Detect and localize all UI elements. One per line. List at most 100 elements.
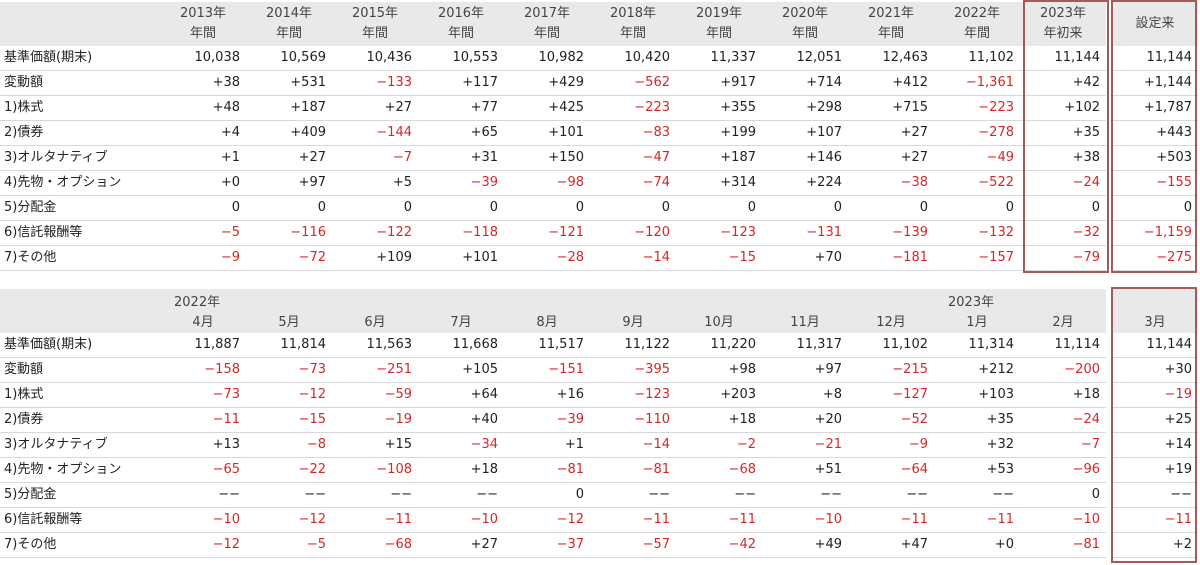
column-header-period: 年間 [447,26,474,41]
table-row: 4)先物・オプション −65 −22 −108 +18 −81 −81 −68 +51 −64 +5… [0,457,1198,483]
value-cell: +14 [1112,432,1198,458]
value-cell: +187 [676,145,762,171]
column-header-year: 2023年 [1039,6,1087,21]
value-cell: +355 [676,95,762,121]
value-cell: 0 [934,195,1020,221]
monthly-table-body: 基準価額(期末) 11,887 11,814 11,563 11,668 11,517 11… [0,333,1198,558]
value-cell: +30 [1112,357,1198,383]
table-row: 6)信託報酬等 −5 −116 −122 −118 −121 −120 −123 −131 −13… [0,220,1198,246]
value-cell: −49 [934,145,1020,171]
table-row: 1)株式 −73 −12 −59 +64 +16 −123 +203 +8 −127 +103 +18… [0,382,1198,408]
table-row: 6)信託報酬等 −10 −12 −11 −10 −12 −11 −11 −10 −11 −11 −10… [0,507,1198,533]
value-cell: −223 [590,95,676,121]
value-cell: 0 [504,195,590,221]
value-cell: +15 [332,432,418,458]
month-header: 7月 [418,289,504,333]
table-row: 5)分配金 0 0 0 0 0 0 0 0 0 0 0 0 [0,195,1198,221]
value-cell: −10 [1020,507,1106,533]
value-cell: −278 [934,120,1020,146]
value-cell: −− [160,482,246,508]
value-cell: +199 [676,120,762,146]
value-cell: 0 [762,195,848,221]
row-label: 変動額 [0,70,160,96]
table-row: 基準価額(期末) 11,887 11,814 11,563 11,668 11,517 11… [0,333,1198,358]
value-cell: −200 [1020,357,1106,383]
value-cell: −19 [1112,382,1198,408]
value-cell: +27 [848,120,934,146]
value-cell: 11,114 [1020,333,1106,358]
value-cell: +1,787 [1112,95,1198,121]
value-cell: −395 [590,357,676,383]
row-label: 7)その他 [0,245,160,271]
column-header-year: 2013年 [179,6,227,21]
value-cell: 0 [332,195,418,221]
value-cell: +97 [762,357,848,383]
value-cell: −21 [762,432,848,458]
column-header-year: 2021年 [867,6,915,21]
value-cell: +714 [762,70,848,96]
month-header: 9月 [590,289,676,333]
value-cell: +224 [762,170,848,196]
table-row: 変動額 −158 −73 −251 +105 −151 −395 +98 +97 −215 +212… [0,357,1198,383]
value-cell: +31 [418,145,504,171]
value-cell: 10,982 [504,46,590,71]
value-cell: −− [246,482,332,508]
value-cell: 0 [1112,195,1198,221]
value-cell: −9 [848,432,934,458]
value-cell: −19 [332,407,418,433]
value-cell: +35 [934,407,1020,433]
value-cell: −7 [332,145,418,171]
value-cell: +18 [1020,382,1106,408]
value-cell: −− [590,482,676,508]
value-cell: −215 [848,357,934,383]
value-cell: +16 [504,382,590,408]
table-row: 7)その他 −12 −5 −68 +27 −37 −57 −42 +49 +47 +0 −81 +2 [0,532,1198,558]
row-label: 7)その他 [0,532,160,558]
month-label: 6月 [364,315,386,330]
value-cell: 11,517 [504,333,590,358]
row-label: 基準価額(期末) [0,46,160,71]
value-cell: −123 [590,382,676,408]
value-cell: +409 [246,120,332,146]
month-header: 2023年 1月 [934,289,1020,333]
month-label: 10月 [704,315,734,330]
header-gap-cell [1106,2,1112,46]
value-cell: −37 [504,532,590,558]
column-header: 2023年 年初来 [1020,2,1106,46]
value-cell: +203 [676,382,762,408]
column-header-period: 年間 [877,26,904,41]
value-cell: −11 [1112,507,1198,533]
value-cell: −11 [590,507,676,533]
value-cell: +102 [1020,95,1106,121]
value-cell: +27 [418,532,504,558]
value-cell: −123 [676,220,762,246]
value-cell: 12,463 [848,46,934,71]
value-cell: −11 [332,507,418,533]
value-cell: +65 [418,120,504,146]
value-cell: −15 [676,245,762,271]
value-cell: +101 [504,120,590,146]
month-label: 9月 [622,315,644,330]
value-cell: −64 [848,457,934,483]
column-header-year: 2016年 [437,6,485,21]
value-cell: +2 [1112,532,1198,558]
column-header-period: 年間 [361,26,388,41]
column-header: 2013年 年間 [160,2,246,46]
value-cell: −38 [848,170,934,196]
value-cell: −10 [418,507,504,533]
value-cell: +20 [762,407,848,433]
value-cell: +109 [332,245,418,271]
monthly-header-row: 2022年 4月 5月 6月 7月 8月 9月 10月 11月 12月 2023年 1月 2月 3月 [0,289,1198,333]
value-cell: +13 [160,432,246,458]
value-cell: −9 [160,245,246,271]
value-cell: −57 [590,532,676,558]
value-cell: −151 [504,357,590,383]
value-cell: 10,038 [160,46,246,71]
value-cell: 11,144 [1112,333,1198,358]
value-cell: −− [418,482,504,508]
value-cell: −68 [332,532,418,558]
row-label: 6)信託報酬等 [0,220,160,246]
value-cell: −122 [332,220,418,246]
value-cell: −118 [418,220,504,246]
value-cell: −39 [504,407,590,433]
